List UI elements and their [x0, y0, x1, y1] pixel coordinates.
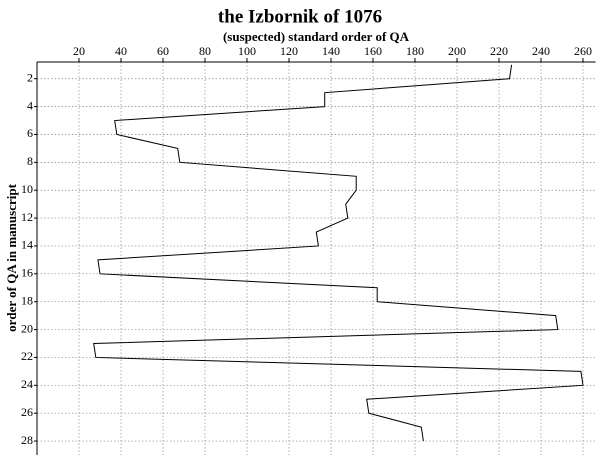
y-tick-label: 6	[27, 126, 33, 140]
x-tick-label: 220	[490, 44, 508, 58]
y-tick-label: 16	[21, 266, 33, 280]
y-tick-label: 10	[21, 182, 33, 196]
y-tick-label: 4	[27, 98, 33, 112]
y-tick-label: 18	[21, 293, 33, 307]
chart-title: the Izbornik of 1076	[218, 6, 382, 27]
y-axis-label: order of QA in manuscript	[4, 183, 19, 331]
x-tick-label: 180	[406, 44, 424, 58]
y-tick-label: 2	[27, 70, 33, 84]
x-tick-label: 20	[73, 44, 85, 58]
x-tick-label: 120	[280, 44, 298, 58]
x-tick-label: 260	[574, 44, 592, 58]
y-tick-label: 26	[21, 405, 33, 419]
x-tick-label: 200	[448, 44, 466, 58]
x-tick-label: 40	[115, 44, 127, 58]
y-tick-label: 14	[21, 238, 33, 252]
data-line	[93, 64, 584, 442]
y-tick-label: 24	[21, 377, 33, 391]
x-tick-label: 60	[157, 44, 169, 58]
x-tick-label: 140	[322, 44, 340, 58]
x-tick-label: 100	[238, 44, 256, 58]
x-tick-label: 80	[199, 44, 211, 58]
y-tick-label: 8	[27, 154, 33, 168]
x-tick-label: 240	[532, 44, 550, 58]
y-tick-label: 22	[21, 349, 33, 363]
y-tick-label: 12	[21, 210, 33, 224]
x-tick-label: 160	[364, 44, 382, 58]
x-axis-label: (suspected) standard order of QA	[223, 29, 410, 44]
y-tick-label: 28	[21, 433, 33, 447]
y-tick-label: 20	[21, 321, 33, 335]
